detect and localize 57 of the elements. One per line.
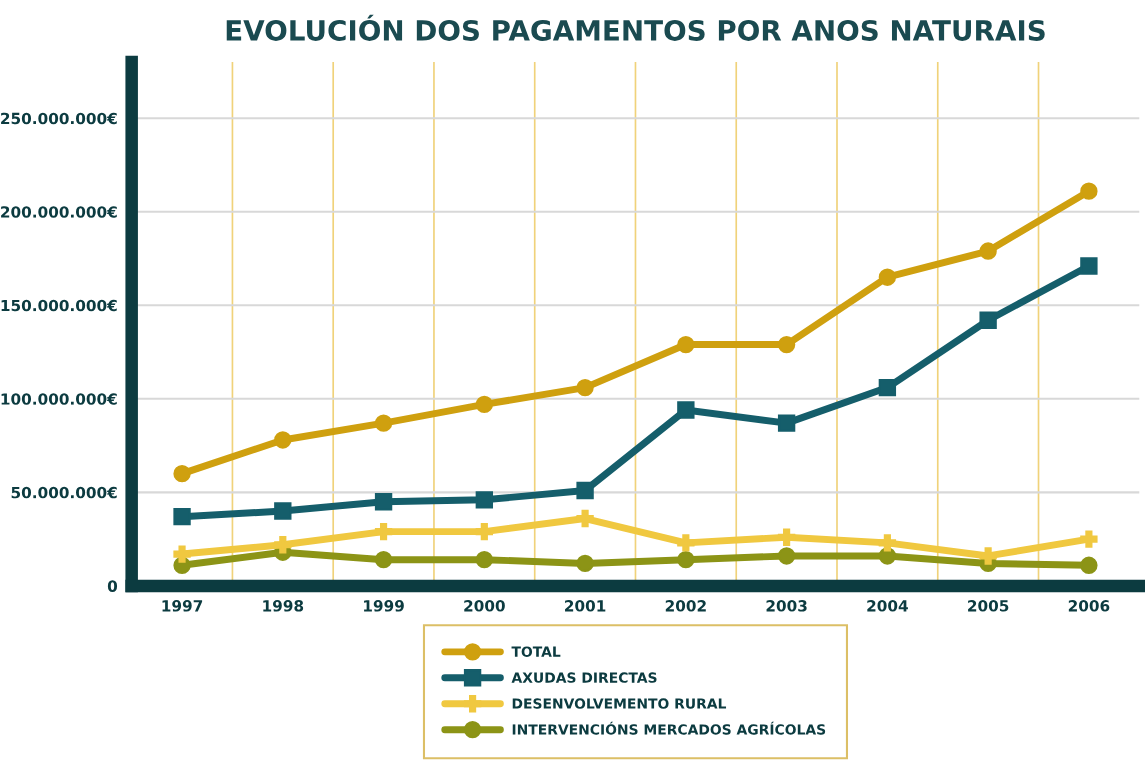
point	[677, 534, 695, 552]
point	[777, 528, 796, 546]
point	[979, 311, 997, 329]
y-tick-label: 150.000.000€	[1, 299, 117, 312]
point	[777, 335, 796, 354]
point	[677, 335, 695, 354]
point	[274, 431, 292, 449]
point	[979, 242, 997, 260]
point	[374, 522, 393, 541]
point	[374, 493, 393, 511]
point	[173, 464, 191, 483]
chart-title: EVOLUCIÓN DOS PAGAMENTOS POR ANOS NATURAIS	[226, 14, 1045, 41]
x-tick-label: 2004	[867, 600, 908, 612]
x-tick-label: 2002	[665, 600, 706, 612]
point	[475, 395, 494, 414]
point	[475, 491, 494, 509]
point	[777, 414, 796, 432]
point	[1080, 530, 1098, 548]
point	[1080, 257, 1098, 275]
point	[576, 378, 594, 397]
y-tick-label: 200.000.000€	[1, 206, 117, 218]
point	[677, 551, 695, 569]
legend-label: AXUDAS DIRECTAS	[511, 672, 657, 683]
point	[374, 551, 393, 569]
y-tick-label: 250.000.000€	[1, 112, 117, 125]
point	[878, 268, 897, 286]
x-tick-label: 2005	[968, 600, 1009, 612]
legend-label: INTERVENCIÓNS MERCADOS AGRÍCOLAS	[512, 721, 826, 735]
point	[777, 547, 796, 565]
point	[677, 401, 695, 419]
x-tick-label: 2003	[766, 600, 807, 612]
y-tick-label: 50.000.000€	[11, 486, 117, 499]
y-tick-label: 100.000.000€	[1, 393, 117, 405]
point	[274, 536, 292, 554]
point	[1080, 556, 1098, 574]
point	[576, 554, 594, 573]
point	[878, 534, 897, 552]
x-tick-label: 1997	[162, 600, 203, 612]
x-tick-label: 1999	[364, 600, 404, 612]
point	[173, 507, 191, 526]
point	[374, 414, 393, 432]
x-tick-label: 2001	[565, 600, 606, 612]
y-tick-label: 0	[107, 580, 118, 592]
point	[274, 502, 292, 520]
x-tick-label: 2006	[1068, 600, 1110, 612]
x-tick-label: 2000	[464, 600, 505, 612]
legend-label: DESENVOLVEMENTO RURAL	[512, 698, 727, 709]
legend-label: TOTAL	[511, 646, 561, 657]
point	[475, 551, 494, 569]
point	[1080, 182, 1098, 200]
point	[878, 378, 897, 397]
point	[475, 522, 494, 541]
point	[173, 545, 191, 563]
point	[576, 509, 594, 528]
x-tick-label: 1998	[263, 600, 304, 612]
point	[979, 547, 997, 565]
point	[576, 481, 594, 500]
